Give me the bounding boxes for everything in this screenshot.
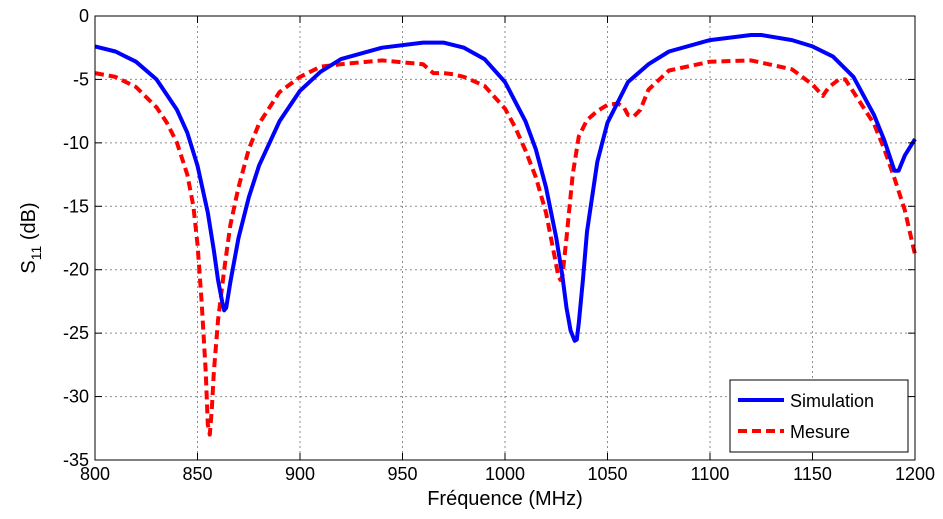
y-tick-label: -30 (63, 387, 89, 407)
x-tick-label: 1200 (895, 464, 935, 484)
x-tick-label: 1100 (691, 464, 730, 484)
y-tick-label: -10 (63, 133, 89, 153)
ticks (94, 15, 916, 461)
y-tick-label: 0 (79, 6, 89, 26)
legend-label-simulation: Simulation (790, 391, 874, 411)
x-tick-label: 900 (285, 464, 315, 484)
y-tick-label: -5 (73, 69, 89, 89)
y-tick-labels: 0 -5 -10 -15 -20 -25 -30 -35 (63, 6, 89, 470)
y-tick-label: -20 (63, 260, 89, 280)
y-tick-label: -25 (63, 323, 89, 343)
x-axis-title: Fréquence (MHz) (427, 488, 583, 510)
x-tick-label: 1050 (587, 464, 627, 484)
series-line-mesure (94, 58, 917, 437)
x-tick-label: 1000 (485, 464, 525, 484)
y-axis-title-sub: 11 (28, 246, 44, 261)
y-tick-label: -35 (63, 450, 89, 470)
series-line-simulation (94, 33, 917, 343)
series-layer (94, 33, 917, 437)
y-tick-label: -15 (63, 196, 89, 216)
x-tick-labels: 800 850 900 950 1000 1050 1100 1150 1200 (80, 464, 935, 484)
legend-label-mesure: Mesure (790, 422, 850, 442)
x-tick-label: 850 (182, 464, 212, 484)
y-axis-title: S11 (dB) (18, 202, 44, 273)
legend-box (729, 379, 909, 453)
legend: Simulation Mesure (729, 379, 909, 453)
x-tick-label: 800 (80, 464, 110, 484)
y-axis-title-unit: (dB) (18, 202, 40, 245)
y-axis-title-main: S (18, 260, 40, 273)
x-tick-label: 1150 (793, 464, 832, 484)
x-tick-label: 950 (387, 464, 417, 484)
